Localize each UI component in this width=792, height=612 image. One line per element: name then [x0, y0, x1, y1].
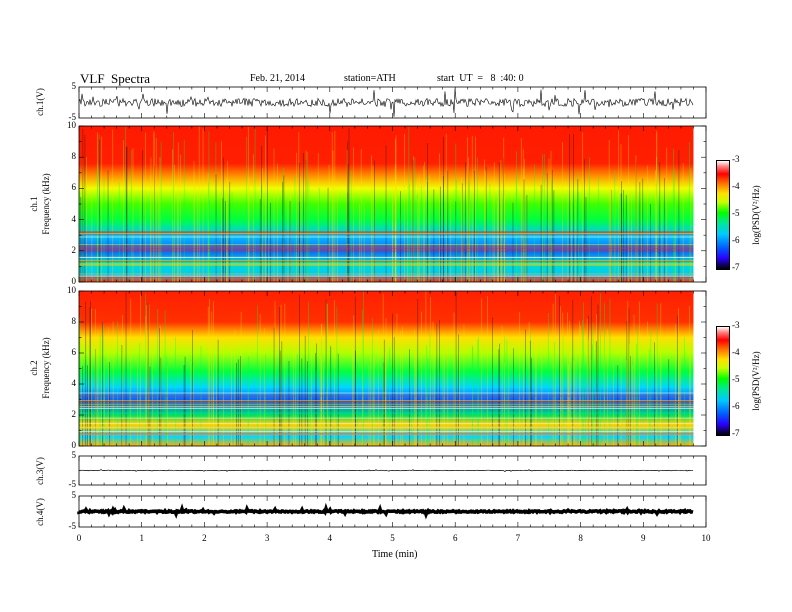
- x-tick-label: 2: [202, 533, 207, 543]
- start-time-label: start UT = 8 :40: 0: [437, 73, 524, 84]
- ch4-wave-ylabel: ch.4(V): [35, 498, 45, 526]
- ch1-spec-tick: 0: [71, 276, 77, 286]
- colorbar-tick-label: -3: [732, 154, 740, 164]
- ch2-spec-tick: 8: [71, 316, 77, 326]
- axes-layer: [78, 86, 707, 528]
- colorbar-tick-label: -4: [732, 181, 740, 191]
- date-label: Feb. 21, 2014: [250, 73, 305, 84]
- colorbar-tick-label: -3: [732, 320, 740, 330]
- x-tick-label: 9: [641, 533, 646, 543]
- ch3-wave-ylabel: ch.3(V): [35, 457, 45, 485]
- spectrogram-layer: [78, 126, 694, 446]
- ch4-wave-tick: -5: [68, 521, 77, 531]
- ch2-spec-tick: 4: [71, 378, 77, 388]
- x-tick-label: 5: [390, 533, 395, 543]
- ch1-wave-ylabel: ch.1(V): [35, 88, 45, 116]
- ch2-spec-tick: 0: [71, 440, 77, 450]
- ch1-spec-tick: 6: [71, 182, 77, 193]
- colorbar-tick-label: -6: [732, 235, 740, 245]
- colorbar-tick-label: -4: [732, 347, 740, 357]
- colorbar-tick-label: -5: [732, 208, 740, 218]
- x-tick-label: 0: [76, 533, 82, 543]
- ch3-wave-tick: -5: [68, 479, 77, 489]
- waveform-ch4-trace: [77, 502, 694, 520]
- ch1-spec-tick: 2: [71, 244, 77, 255]
- ch1-spec-ylabel: Frequency (kHz): [41, 173, 51, 235]
- colorbar-tick-label: -6: [732, 401, 740, 411]
- colorbar-tick-label: -7: [732, 428, 740, 438]
- x-tick-label: 10: [701, 533, 711, 543]
- ch2-spec-tick: 2: [71, 409, 77, 419]
- waveform-layer: [77, 88, 694, 520]
- x-axis-title: Time (min): [372, 549, 418, 560]
- x-tick-label: 4: [327, 533, 333, 543]
- station-label: station=ATH: [344, 73, 396, 84]
- colorbar-ch1: [716, 160, 730, 270]
- ch3-wave-tick: 5: [71, 450, 77, 460]
- waveform-ch1-trace: [78, 88, 694, 117]
- ch1-spec-tick: 10: [67, 120, 76, 130]
- colorbar-tick-label: -5: [732, 374, 740, 384]
- colorbar-ch2-label: log(PSD(V²/Hz): [751, 351, 761, 411]
- colorbar-ch1-label: log(PSD(V²/Hz): [751, 185, 761, 245]
- ch2-spec-channel-label: ch.2: [29, 360, 39, 376]
- ch2-spec-ylabel: Frequency (kHz): [41, 337, 51, 399]
- colorbar-tick-label: -7: [732, 262, 740, 272]
- chart-title: VLF Spectra: [80, 71, 151, 86]
- ch2-spec-tick: 6: [71, 347, 77, 357]
- ch1-wave-tick: 5: [71, 81, 77, 91]
- ch1-spec-channel-label: ch.1: [29, 196, 39, 212]
- ch1-spec-tick: 8: [71, 151, 77, 162]
- x-tick-label: 7: [515, 533, 521, 543]
- x-tick-label: 6: [452, 533, 458, 543]
- ch2-spec-tick: 10: [67, 285, 76, 295]
- ch1-wave-tick: -5: [68, 112, 77, 122]
- colorbar-ch2: [716, 326, 730, 436]
- x-tick-label: 1: [139, 533, 144, 543]
- waveform-ch3-trace: [78, 469, 694, 472]
- ch1-spec-tick: 4: [71, 213, 77, 224]
- ch4-wave-tick: 5: [71, 490, 77, 500]
- x-tick-label: 3: [264, 533, 270, 543]
- x-tick-label: 8: [578, 533, 583, 543]
